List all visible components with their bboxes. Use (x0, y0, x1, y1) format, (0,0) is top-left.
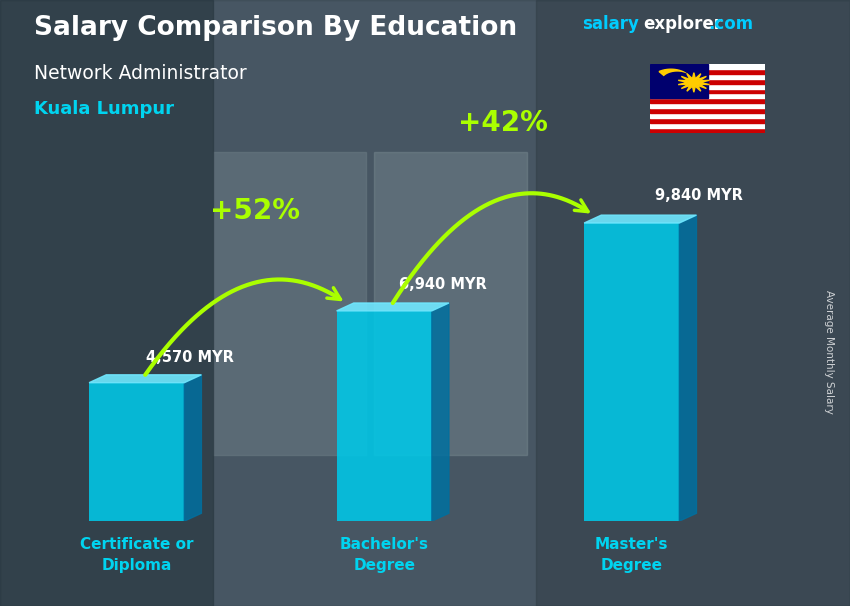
Text: 9,840 MYR: 9,840 MYR (654, 188, 742, 203)
Polygon shape (337, 303, 449, 311)
Text: Kuala Lumpur: Kuala Lumpur (34, 100, 174, 118)
Bar (650, 128, 765, 133)
Text: .com: .com (708, 15, 753, 33)
Text: 6,940 MYR: 6,940 MYR (400, 278, 487, 292)
Bar (650, 98, 765, 104)
Bar (650, 64, 707, 98)
Bar (0, 0, 212, 606)
Bar (650, 124, 765, 128)
Bar (650, 64, 765, 68)
Text: Network Administrator: Network Administrator (34, 64, 246, 82)
Text: salary: salary (582, 15, 639, 33)
Bar (650, 113, 765, 118)
Bar (536, 0, 850, 606)
Polygon shape (659, 69, 689, 81)
Bar (374, 152, 527, 454)
Bar (650, 84, 765, 88)
Polygon shape (678, 73, 710, 92)
Bar (650, 93, 765, 98)
Bar (650, 88, 765, 93)
Polygon shape (662, 72, 692, 90)
Text: +42%: +42% (458, 109, 547, 138)
Polygon shape (432, 303, 449, 521)
Bar (650, 118, 765, 124)
Polygon shape (584, 215, 696, 223)
Bar (650, 104, 765, 108)
Bar (89, 383, 184, 521)
Polygon shape (184, 375, 201, 521)
Text: Average Monthly Salary: Average Monthly Salary (824, 290, 834, 413)
Bar (650, 68, 765, 73)
Bar (650, 73, 765, 79)
Polygon shape (89, 375, 201, 383)
Bar (212, 152, 366, 454)
Text: explorer: explorer (643, 15, 722, 33)
Bar (584, 223, 679, 521)
Bar (650, 108, 765, 113)
Bar (650, 79, 765, 84)
Text: +52%: +52% (210, 197, 300, 225)
Text: Salary Comparison By Education: Salary Comparison By Education (34, 15, 517, 41)
Bar (337, 311, 432, 521)
Text: 4,570 MYR: 4,570 MYR (146, 350, 234, 365)
Polygon shape (679, 215, 696, 521)
